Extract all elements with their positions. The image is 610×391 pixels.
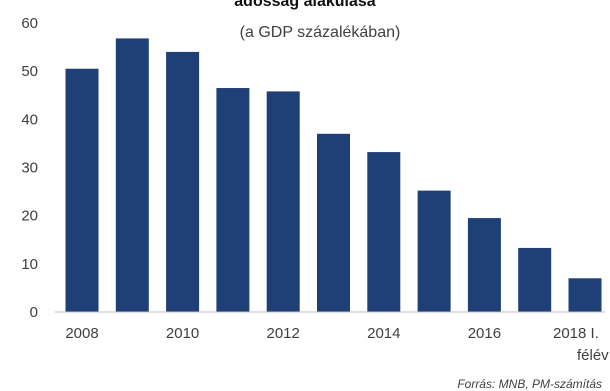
bar: [417, 190, 451, 312]
bar: [115, 38, 149, 313]
x-tick-label: 2012: [267, 325, 300, 342]
y-tick-label: 50: [21, 63, 38, 80]
bars: [65, 38, 602, 313]
x-tick-label: 2014: [367, 325, 400, 342]
bar: [166, 51, 200, 313]
x-tick-label: félév: [577, 347, 609, 364]
bar: [266, 91, 300, 312]
bar: [367, 152, 401, 312]
y-tick-label: 30: [21, 160, 38, 177]
x-tick-label: 2008: [65, 325, 98, 342]
y-tick-label: 20: [21, 208, 38, 225]
bar: [65, 68, 99, 312]
chart-title: adósság alakulása: [234, 0, 376, 10]
y-tick-label: 60: [21, 15, 38, 32]
bar: [568, 278, 602, 312]
bar: [317, 133, 350, 312]
y-tick-label: 40: [21, 111, 38, 128]
x-tick-label: 2016: [468, 325, 501, 342]
bar: [467, 218, 501, 312]
chart-subtitle: (a GDP százalékában): [240, 24, 401, 41]
y-axis: 0 10 20 30 40 50 60: [21, 15, 38, 321]
x-tick-label: 2010: [166, 325, 199, 342]
y-tick-label: 0: [30, 304, 38, 321]
y-tick-label: 10: [21, 256, 38, 273]
bar: [216, 88, 250, 313]
source-note: Forrás: MNB, PM-számítás: [457, 377, 602, 391]
x-tick-label: 2018 I.: [553, 325, 599, 342]
bar: [518, 247, 552, 312]
x-axis: 2008 2010 2012 2014 2016 2018 I. félév: [65, 325, 609, 364]
